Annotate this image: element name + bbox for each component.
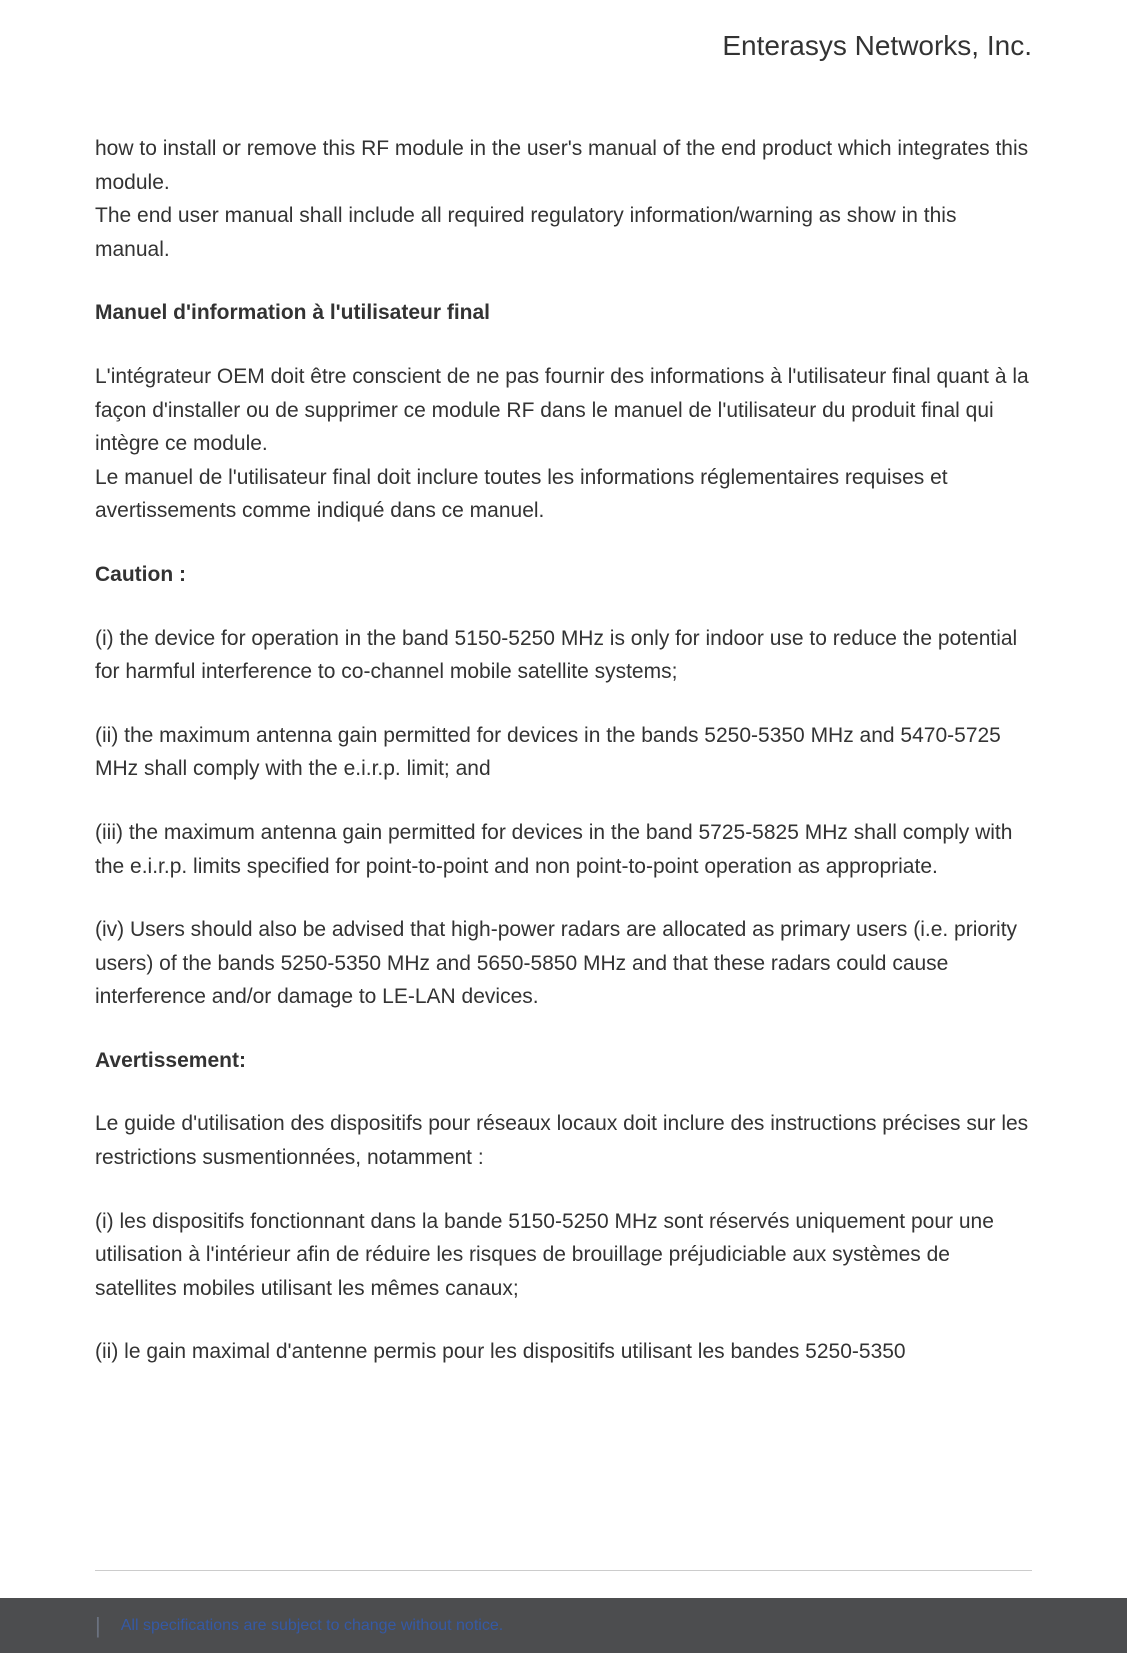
- heading-manuel: Manuel d'information à l'utilisateur fin…: [95, 296, 1032, 330]
- avert-item-2: (i) les dispositifs fonctionnant dans la…: [95, 1205, 1032, 1306]
- intro-text-2: The end user manual shall include all re…: [95, 199, 1032, 266]
- intro-paragraph: how to install or remove this RF module …: [95, 132, 1032, 266]
- intro-text-1: how to install or remove this RF module …: [95, 132, 1032, 199]
- caution-item-2: (ii) the maximum antenna gain permitted …: [95, 719, 1032, 786]
- avert-item-1: Le guide d'utilisation des dispositifs p…: [95, 1107, 1032, 1174]
- caution-item-3: (iii) the maximum antenna gain permitted…: [95, 816, 1032, 883]
- caution-item-4: (iv) Users should also be advised that h…: [95, 913, 1032, 1014]
- document-content: how to install or remove this RF module …: [0, 62, 1127, 1369]
- footer-separator-line: [95, 1570, 1032, 1571]
- footer-bar: | All specifications are subject to chan…: [0, 1598, 1127, 1653]
- french-text-2: Le manuel de l'utilisateur final doit in…: [95, 461, 1032, 528]
- company-name: Enterasys Networks, Inc.: [722, 30, 1032, 61]
- french-text-1: L'intégrateur OEM doit être conscient de…: [95, 360, 1032, 461]
- heading-caution: Caution :: [95, 558, 1032, 592]
- footer-disclaimer: All specifications are subject to change…: [121, 1617, 503, 1635]
- caution-item-1: (i) the device for operation in the band…: [95, 622, 1032, 689]
- heading-avertissement: Avertissement:: [95, 1044, 1032, 1078]
- french-paragraph: L'intégrateur OEM doit être conscient de…: [95, 360, 1032, 528]
- page-header: Enterasys Networks, Inc.: [0, 0, 1127, 62]
- footer-divider-icon: |: [95, 1613, 101, 1639]
- avert-item-3: (ii) le gain maximal d'antenne permis po…: [95, 1335, 1032, 1369]
